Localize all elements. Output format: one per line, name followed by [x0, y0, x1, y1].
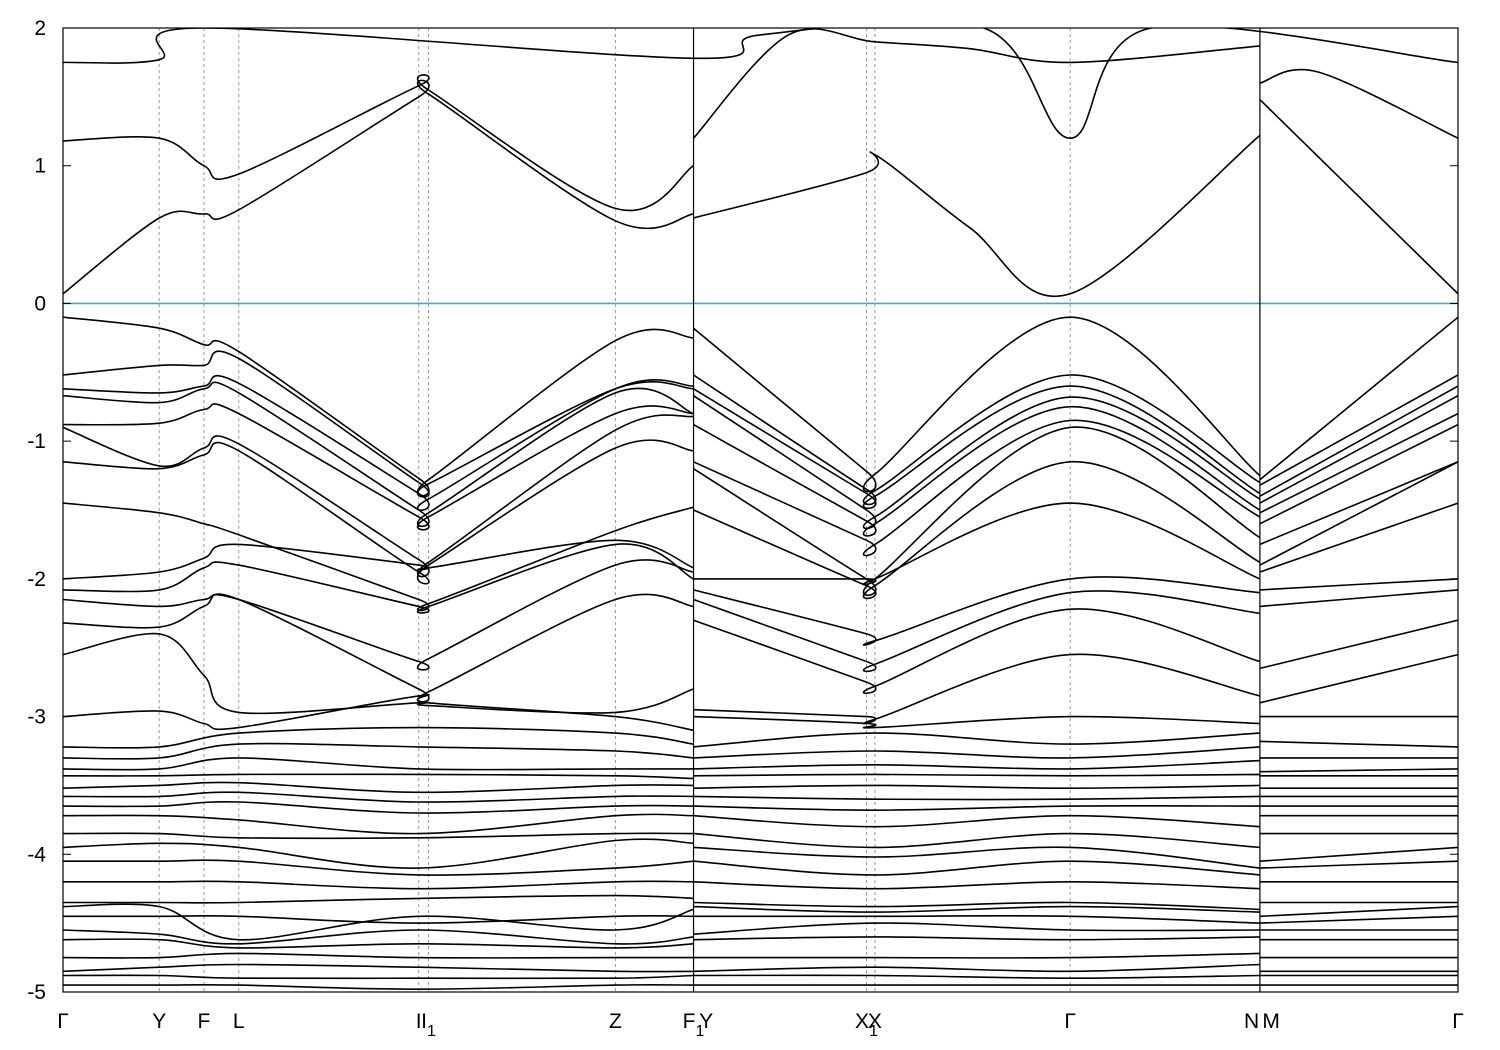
band-line	[63, 726, 1458, 749]
y-tick-label: 0	[34, 292, 46, 315]
k-point-gridlines	[158, 28, 1071, 992]
band-line	[63, 381, 1458, 530]
y-tick-label: 1	[34, 155, 46, 178]
band-line	[63, 914, 1458, 924]
band-line	[63, 952, 1458, 959]
k-point-label: M	[1262, 1010, 1280, 1033]
band-line	[63, 460, 1458, 612]
band-line	[63, 403, 1458, 537]
band-line	[63, 757, 1458, 773]
band-line	[63, 374, 1458, 511]
band-line	[63, 693, 1458, 732]
band-line	[63, 936, 1458, 949]
band-line	[63, 791, 1458, 803]
k-point-label: I1	[421, 1010, 436, 1040]
band-line	[63, 79, 1458, 297]
y-tick-label: -4	[27, 843, 46, 866]
band-line	[63, 832, 1458, 849]
band-line	[63, 502, 1458, 586]
band-line	[63, 350, 1458, 506]
band-line	[63, 903, 1458, 941]
band-line	[63, 426, 1458, 597]
y-tick-label: -5	[27, 981, 46, 1004]
y-tick-label: -3	[27, 706, 46, 729]
k-point-label: Y	[152, 1010, 166, 1033]
y-tick-label: -1	[27, 430, 46, 453]
band-line	[63, 28, 1458, 212]
k-point-label: N	[1244, 1010, 1259, 1033]
k-point-label: X	[868, 1010, 882, 1033]
k-point-label: Y	[699, 1010, 713, 1033]
k-point-label: Γ	[1064, 1010, 1076, 1033]
band-line	[63, 28, 1458, 140]
band-line	[63, 859, 1458, 876]
band-lines	[63, 28, 1458, 991]
y-axis: 2 1 0 -1 -2 -3 -4 -5	[27, 17, 1458, 1004]
band-line	[63, 838, 1458, 869]
band-line	[63, 632, 1458, 725]
k-point-label: F	[197, 1010, 210, 1033]
k-point-label: Z	[609, 1010, 622, 1033]
k-point-label: I	[416, 1010, 422, 1033]
band-line	[63, 543, 1458, 646]
band-line	[63, 559, 1458, 673]
x-axis: Γ Y F L I I1 Z F1Y X1X Γ N M Γ	[57, 1010, 1464, 1040]
band-line	[63, 316, 1458, 497]
band-line	[63, 781, 1458, 794]
y-tick-label: 2	[34, 17, 46, 40]
band-line	[63, 983, 1458, 991]
path-break-lines	[692, 28, 1261, 992]
band-line	[63, 974, 1458, 980]
band-line	[63, 414, 1458, 578]
band-line	[63, 880, 1458, 890]
band-line	[63, 894, 1458, 911]
band-line	[63, 813, 1458, 835]
band-line	[63, 963, 1458, 973]
k-point-label: Γ	[57, 1010, 69, 1033]
band-line	[63, 593, 1458, 703]
band-line	[63, 742, 1458, 760]
band-line	[63, 801, 1458, 814]
plot-frame	[62, 27, 1459, 993]
k-point-label: L	[233, 1010, 245, 1033]
band-line	[63, 773, 1458, 780]
band-line	[63, 922, 1458, 945]
k-point-label: Γ	[1452, 1010, 1464, 1033]
y-tick-label: -2	[27, 568, 46, 591]
